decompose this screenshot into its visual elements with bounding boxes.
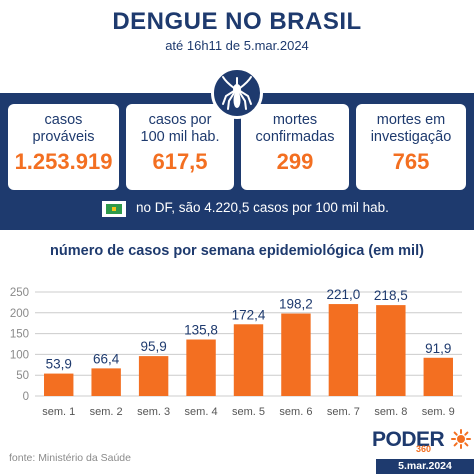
y-tick-label: 250 (10, 287, 29, 299)
bar (328, 304, 359, 396)
x-tick-label: sem. 7 (327, 406, 360, 418)
x-tick-label: sem. 2 (90, 406, 123, 418)
card-label-line2: prováveis (32, 129, 95, 145)
card-label-line1: casos (44, 112, 83, 128)
card-value: 299 (276, 149, 314, 174)
card-confirmed-deaths: mortes confirmadas 299 (241, 104, 349, 190)
source-note: fonte: Ministério da Saúde (9, 452, 131, 464)
card-label-line2: 100 mil hab. (140, 129, 220, 145)
page-title: DENGUE NO BRASIL (112, 8, 362, 35)
bar (44, 373, 74, 396)
bar-value-label: 95,9 (140, 339, 166, 354)
bar (281, 313, 311, 396)
bar (186, 339, 216, 396)
x-tick-label: sem. 1 (42, 406, 75, 418)
x-tick-label: sem. 5 (232, 406, 265, 418)
mosquito-icon (211, 67, 263, 119)
df-note: no DF, são 4.220,5 casos por 100 mil hab… (136, 200, 389, 215)
card-label: casos por 100 mil hab. (126, 112, 234, 146)
card-label: casos prováveis (8, 112, 119, 146)
bar-value-label: 135,8 (184, 323, 218, 338)
x-tick-label: sem. 3 (137, 406, 170, 418)
bar (376, 305, 406, 396)
sun-icon (451, 429, 471, 449)
y-tick-label: 200 (10, 308, 29, 320)
card-label-line1: casos por (148, 112, 212, 128)
logo-text: PODER (372, 428, 445, 451)
card-label-line1: mortes (272, 112, 318, 128)
poder360-logo: PODER 360 (372, 428, 472, 454)
date-tag: 5.mar.2024 (376, 459, 474, 474)
bar (233, 324, 264, 396)
card-label-line1: mortes em (376, 112, 446, 128)
bar (138, 356, 169, 396)
bar (423, 357, 453, 396)
card-label-line2: confirmadas (255, 129, 335, 145)
y-tick-label: 50 (16, 370, 29, 382)
bar-value-label: 53,9 (46, 357, 72, 372)
chart-title: número de casos por semana epidemiológic… (50, 243, 424, 259)
bar-value-label: 91,9 (425, 341, 451, 356)
y-tick-label: 0 (23, 391, 29, 403)
card-label-line2: investigação (370, 129, 452, 145)
bar (91, 368, 121, 396)
x-tick-label: sem. 9 (422, 406, 455, 418)
card-probable-cases: casos prováveis 1.253.919 (8, 104, 119, 190)
y-tick-label: 150 (10, 329, 29, 341)
card-value: 1.253.919 (14, 149, 113, 174)
card-value: 765 (392, 149, 430, 174)
page-subtitle: até 16h11 de 5.mar.2024 (165, 38, 309, 53)
bar-value-label: 66,4 (93, 351, 120, 366)
x-tick-label: sem. 6 (279, 406, 312, 418)
card-label: mortes confirmadas (241, 112, 349, 146)
bar-value-label: 198,2 (279, 297, 313, 312)
card-label: mortes em investigação (356, 112, 466, 146)
bar-value-label: 218,5 (374, 288, 408, 303)
card-cases-per-100k: casos por 100 mil hab. 617,5 (126, 104, 234, 190)
x-tick-label: sem. 8 (374, 406, 407, 418)
bar-value-label: 172,4 (232, 307, 266, 322)
df-flag-icon (102, 201, 126, 217)
logo-number: 360 (416, 444, 432, 454)
x-tick-label: sem. 4 (185, 406, 218, 418)
card-value: 617,5 (152, 149, 208, 174)
bar-value-label: 221,0 (326, 287, 360, 302)
y-tick-label: 100 (10, 349, 29, 361)
card-deaths-under-investigation: mortes em investigação 765 (356, 104, 466, 190)
